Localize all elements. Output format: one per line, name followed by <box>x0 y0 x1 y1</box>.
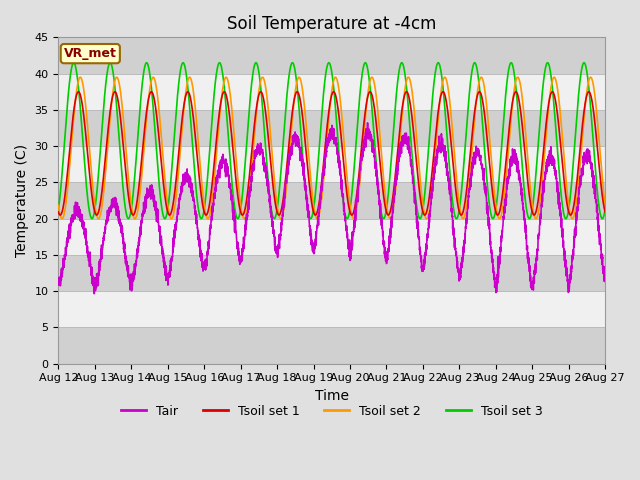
Bar <box>58 219 605 255</box>
Bar <box>58 73 605 110</box>
Bar <box>58 327 605 364</box>
X-axis label: Time: Time <box>315 389 349 403</box>
Bar <box>58 182 605 219</box>
Bar <box>58 110 605 146</box>
Y-axis label: Temperature (C): Temperature (C) <box>15 144 29 257</box>
Text: VR_met: VR_met <box>64 47 116 60</box>
Bar <box>58 291 605 327</box>
Title: Soil Temperature at -4cm: Soil Temperature at -4cm <box>227 15 436 33</box>
Bar <box>58 146 605 182</box>
Legend: Tair, Tsoil set 1, Tsoil set 2, Tsoil set 3: Tair, Tsoil set 1, Tsoil set 2, Tsoil se… <box>116 400 548 423</box>
Bar <box>58 37 605 73</box>
Bar <box>58 255 605 291</box>
